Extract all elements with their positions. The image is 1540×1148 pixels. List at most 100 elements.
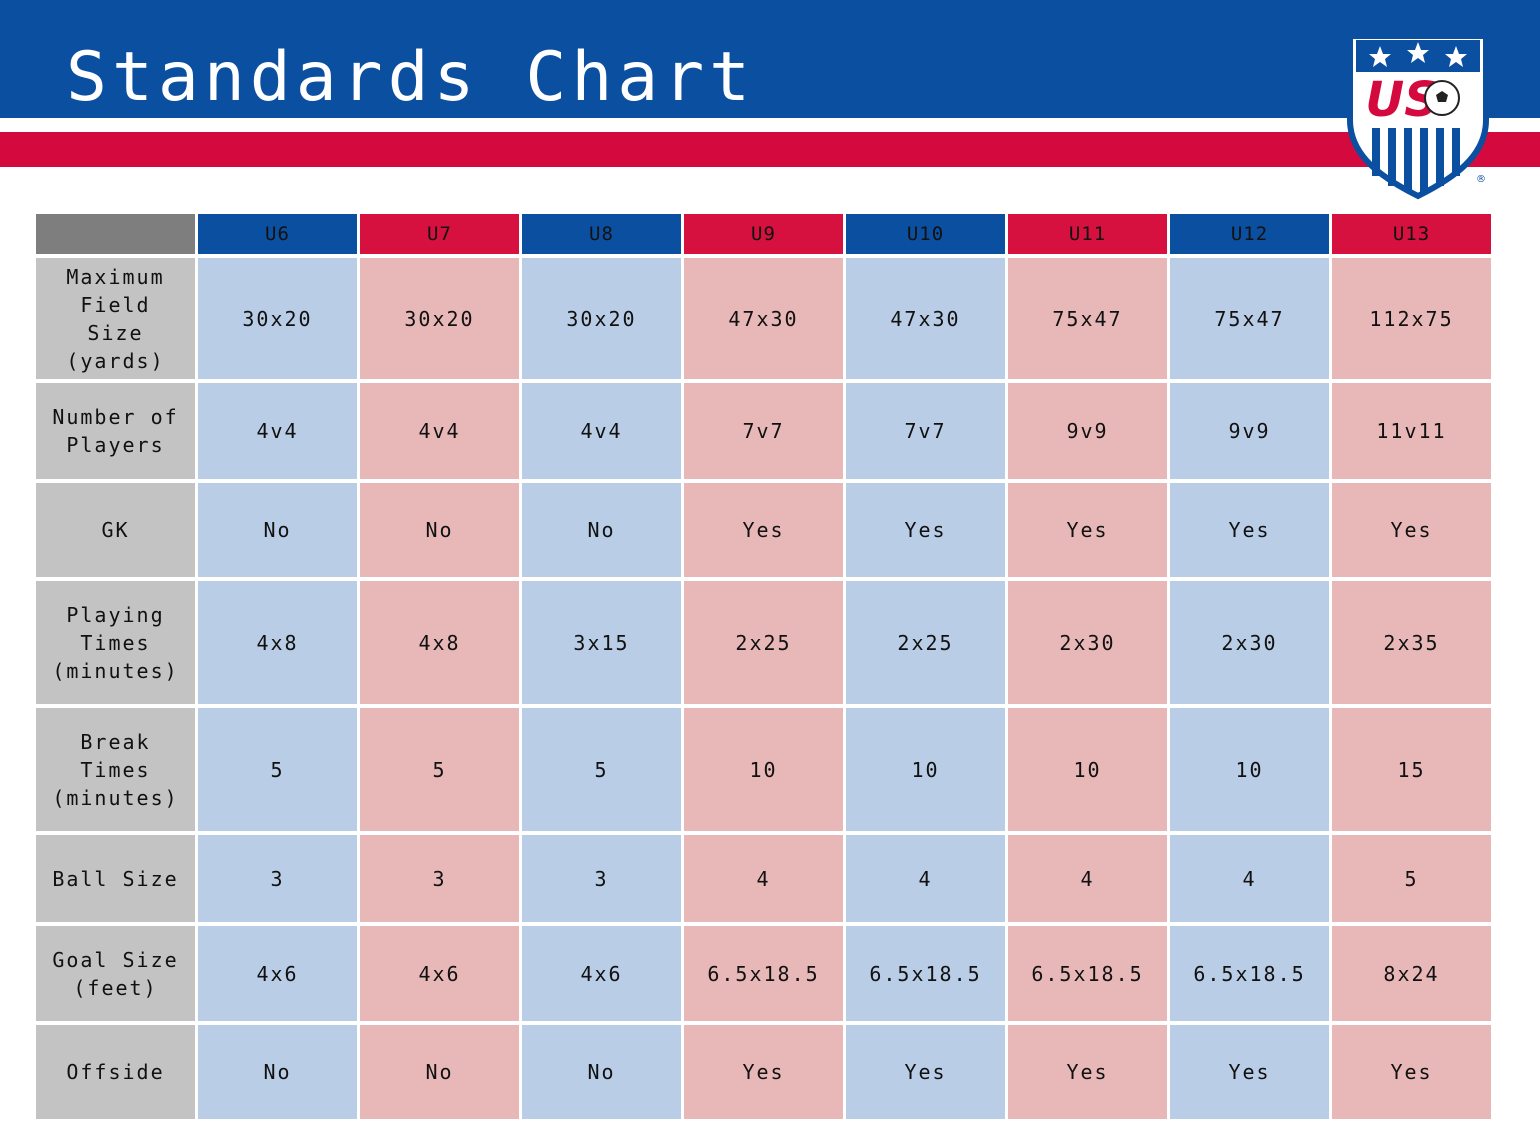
row-label-line: Number of bbox=[52, 405, 179, 429]
page-title: Standards Chart bbox=[66, 38, 756, 117]
row-label-line: Break bbox=[80, 729, 151, 754]
table-cell: 6.5x18.5 bbox=[684, 926, 843, 1021]
table-cell: Yes bbox=[846, 483, 1005, 577]
column-header: U10 bbox=[846, 214, 1005, 254]
header-banner bbox=[0, 0, 1540, 118]
row-label-line: Playing bbox=[66, 602, 165, 627]
table-cell: 6.5x18.5 bbox=[1008, 926, 1167, 1021]
table-cell: 75x47 bbox=[1008, 258, 1167, 379]
table-header-row: U6 U7 U8 U9 U10 U11 U12 U13 bbox=[36, 214, 1491, 254]
registered-mark: ® bbox=[1476, 174, 1486, 185]
table-row: Playing Times (minutes) 4x8 4x8 3x15 2x25 2x25 2… bbox=[36, 581, 1491, 704]
column-header: U8 bbox=[522, 214, 681, 254]
column-header: U13 bbox=[1332, 214, 1491, 254]
table-cell: 75x47 bbox=[1170, 258, 1329, 379]
row-label-line: Times bbox=[80, 630, 151, 655]
column-header: U11 bbox=[1008, 214, 1167, 254]
table-cell: 4v4 bbox=[198, 383, 357, 479]
table-row: Maximum Field Size (yards) 30x20 30x20 30x20 47… bbox=[36, 258, 1491, 379]
table-cell: 5 bbox=[360, 708, 519, 831]
table-cell: 30x20 bbox=[198, 258, 357, 379]
table-cell: 10 bbox=[1008, 708, 1167, 831]
table-cell: 10 bbox=[1170, 708, 1329, 831]
row-label: Goal Size (feet) bbox=[36, 926, 195, 1021]
table-cell: Yes bbox=[1170, 1025, 1329, 1119]
table-row: Ball Size 3 3 3 4 4 4 4 5 bbox=[36, 835, 1491, 922]
row-label: Number of Players bbox=[36, 383, 195, 479]
table-cell: 4 bbox=[1170, 835, 1329, 922]
row-label-line: (feet) bbox=[73, 975, 158, 1000]
table-cell: No bbox=[522, 1025, 681, 1119]
row-label: Break Times (minutes) bbox=[36, 708, 195, 831]
row-label-line: Maximum bbox=[66, 264, 165, 289]
table-cell: 9v9 bbox=[1170, 383, 1329, 479]
table-cell: 30x20 bbox=[522, 258, 681, 379]
table-cell: 10 bbox=[846, 708, 1005, 831]
table-cell: 4x6 bbox=[198, 926, 357, 1021]
us-soccer-crest-logo: US ® bbox=[1347, 33, 1489, 200]
table-cell: 4v4 bbox=[360, 383, 519, 479]
table-cell: 9v9 bbox=[1008, 383, 1167, 479]
table-cell: Yes bbox=[1332, 1025, 1491, 1119]
table-cell: 10 bbox=[684, 708, 843, 831]
table-cell: 2x25 bbox=[846, 581, 1005, 704]
table-corner-cell bbox=[36, 214, 195, 254]
table-cell: 2x25 bbox=[684, 581, 843, 704]
table-cell: 4x6 bbox=[522, 926, 681, 1021]
table-cell: 11v11 bbox=[1332, 383, 1491, 479]
table-cell: 3 bbox=[360, 835, 519, 922]
table-cell: 112x75 bbox=[1332, 258, 1491, 379]
table-cell: 4 bbox=[846, 835, 1005, 922]
table-cell: 3 bbox=[522, 835, 681, 922]
row-label-line: (yards) bbox=[66, 348, 165, 373]
table-cell: 4v4 bbox=[522, 383, 681, 479]
row-label-line: Goal Size bbox=[52, 947, 179, 972]
row-label-line: Times bbox=[80, 757, 151, 782]
table-cell: 4 bbox=[1008, 835, 1167, 922]
table-cell: No bbox=[198, 483, 357, 577]
table-row: Break Times (minutes) 5 5 5 10 10 10 10 15 bbox=[36, 708, 1491, 831]
header-white-stripe bbox=[0, 118, 1540, 132]
table-cell: 6.5x18.5 bbox=[1170, 926, 1329, 1021]
table-cell: 4 bbox=[684, 835, 843, 922]
standards-table: U6 U7 U8 U9 U10 U11 U12 U13 Maximum Field… bbox=[33, 210, 1494, 1123]
table-cell: Yes bbox=[684, 483, 843, 577]
table-cell: 4x6 bbox=[360, 926, 519, 1021]
table-cell: 4x8 bbox=[360, 581, 519, 704]
row-label-line: Players bbox=[66, 433, 165, 457]
table-cell: Yes bbox=[684, 1025, 843, 1119]
table-row: Goal Size (feet) 4x6 4x6 4x6 6.5x18.5 6.5x18.5… bbox=[36, 926, 1491, 1021]
star-icon bbox=[1369, 46, 1391, 67]
table-cell: No bbox=[198, 1025, 357, 1119]
table-row: Number of Players 4v4 4v4 4v4 7v7 7v7 9v9 9v9 11v… bbox=[36, 383, 1491, 479]
table-cell: No bbox=[522, 483, 681, 577]
table-cell: 2x30 bbox=[1008, 581, 1167, 704]
table-cell: Yes bbox=[1332, 483, 1491, 577]
table-cell: 7v7 bbox=[846, 383, 1005, 479]
table-cell: 8x24 bbox=[1332, 926, 1491, 1021]
row-label: Maximum Field Size (yards) bbox=[36, 258, 195, 379]
column-header: U9 bbox=[684, 214, 843, 254]
row-label-line: Field bbox=[80, 292, 151, 317]
table-cell: 4x8 bbox=[198, 581, 357, 704]
table-cell: Yes bbox=[1170, 483, 1329, 577]
table-row: Offside No No No Yes Yes Yes Yes Yes bbox=[36, 1025, 1491, 1119]
row-label-line: Offside bbox=[66, 1060, 165, 1084]
row-label-line: (minutes) bbox=[52, 785, 179, 810]
row-label-line: Ball Size bbox=[52, 866, 179, 891]
table-cell: 5 bbox=[522, 708, 681, 831]
header-red-stripe bbox=[0, 132, 1540, 167]
column-header: U6 bbox=[198, 214, 357, 254]
table-cell: 30x20 bbox=[360, 258, 519, 379]
row-label: Playing Times (minutes) bbox=[36, 581, 195, 704]
table-cell: 5 bbox=[198, 708, 357, 831]
column-header: U12 bbox=[1170, 214, 1329, 254]
table-cell: 47x30 bbox=[846, 258, 1005, 379]
table-cell: 6.5x18.5 bbox=[846, 926, 1005, 1021]
table-cell: 3 bbox=[198, 835, 357, 922]
row-label-line: (minutes) bbox=[52, 658, 179, 683]
row-label: Offside bbox=[36, 1025, 195, 1119]
table-cell: 47x30 bbox=[684, 258, 843, 379]
star-icon bbox=[1445, 46, 1467, 67]
table-cell: Yes bbox=[846, 1025, 1005, 1119]
